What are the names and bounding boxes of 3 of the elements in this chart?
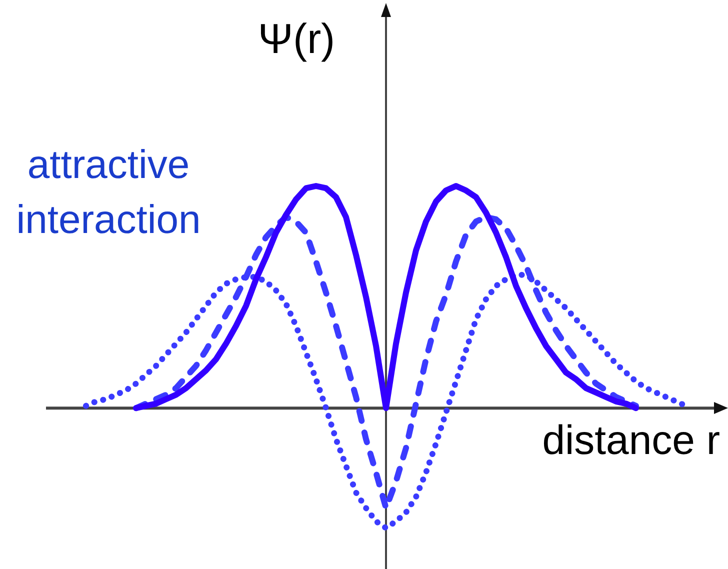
y-axis-title: Ψ(r) (258, 14, 336, 64)
annotation: attractive interaction (15, 142, 202, 244)
x-axis-title: distance r (542, 416, 720, 464)
